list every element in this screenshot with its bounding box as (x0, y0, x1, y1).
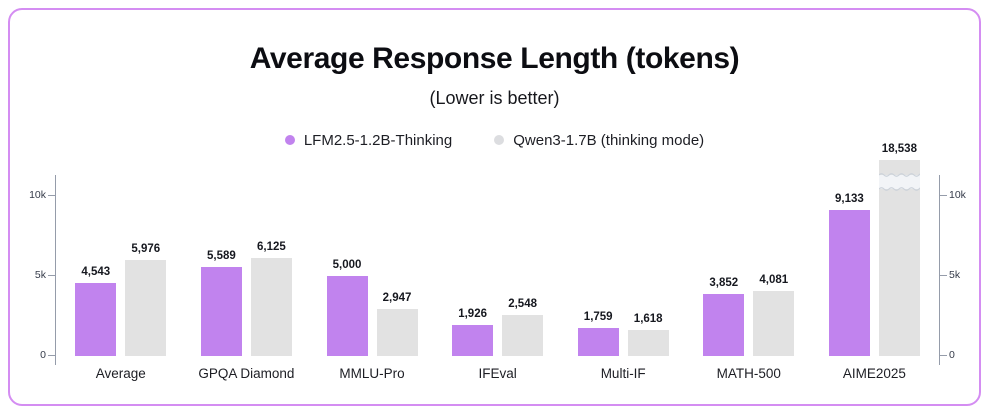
bar-value-label: 1,759 (583, 310, 613, 323)
category-label-math-500: MATH-500 (716, 366, 781, 381)
bar-value-label: 4,081 (759, 273, 789, 286)
bar-qwen3-1-7b-thinking-mode--0 (125, 260, 167, 356)
bar-lfm2-5-1-2b-thinking-5 (703, 294, 745, 356)
left-axis-tick-label: 5k (34, 269, 46, 281)
left-axis-tick-label: 0 (40, 349, 46, 361)
legend-label: LFM2.5-1.2B-Thinking (303, 131, 453, 149)
legend-dot-icon (284, 135, 295, 145)
category-label-average: Average (95, 366, 146, 381)
axis-break-squiggle-icon (878, 173, 920, 191)
legend-label: Qwen3-1.7B (thinking mode) (513, 131, 705, 149)
bar-qwen3-1-7b-thinking-mode--1 (250, 258, 292, 356)
bar-value-label: 18,538 (881, 143, 917, 155)
left-y-axis (55, 175, 56, 365)
chart-subtitle: (Lower is better) (429, 88, 560, 108)
bar-value-label: 1,926 (458, 308, 487, 321)
chart-legend: LFM2.5-1.2B-Thinking Qwen3-1.7B (thinking… (0, 130, 989, 150)
right-axis-tick-label: 0 (949, 349, 955, 361)
right-axis-tick (940, 195, 947, 196)
bar-lfm2-5-1-2b-thinking-1 (200, 266, 242, 356)
bar-qwen3-1-7b-thinking-mode--4 (627, 330, 669, 356)
bar-value-label: 1,618 (633, 313, 663, 326)
left-axis-tick (48, 195, 55, 196)
bar-value-label: 5,976 (131, 243, 161, 256)
category-label-aime2025: AIME2025 (842, 366, 906, 381)
category-label-ifeval: IFEval (478, 366, 517, 381)
bar-lfm2-5-1-2b-thinking-3 (452, 325, 494, 356)
bar-value-label: 5,000 (332, 259, 362, 271)
bar-value-label: 2,548 (508, 298, 537, 311)
right-axis-tick (940, 355, 947, 356)
legend-dot-icon (494, 135, 505, 145)
bar-value-label: 2,947 (382, 291, 412, 304)
legend-item-0: LFM2.5-1.2B-Thinking (284, 131, 453, 149)
left-axis-tick (48, 275, 55, 276)
bar-qwen3-1-7b-thinking-mode--6 (878, 160, 920, 356)
chart-title: Average Response Length (tokens) (249, 42, 740, 75)
right-y-axis (939, 175, 940, 365)
bar-lfm2-5-1-2b-thinking-6 (828, 209, 870, 356)
bar-qwen3-1-7b-thinking-mode--3 (502, 315, 544, 356)
chart-card (8, 8, 981, 406)
bar-value-label: 3,852 (709, 277, 739, 290)
bar-lfm2-5-1-2b-thinking-4 (577, 327, 619, 356)
category-label-gpqa-diamond: GPQA Diamond (198, 366, 295, 381)
bar-value-label: 4,543 (81, 266, 111, 279)
right-axis-tick (940, 275, 947, 276)
bar-value-label: 6,125 (257, 241, 286, 253)
bar-value-label: 5,589 (207, 249, 236, 262)
right-axis-tick-label: 10k (949, 189, 966, 201)
bar-lfm2-5-1-2b-thinking-2 (326, 276, 368, 356)
left-axis-tick (48, 355, 55, 356)
right-axis-tick-label: 5k (949, 269, 961, 281)
bar-qwen3-1-7b-thinking-mode--5 (753, 290, 795, 356)
category-label-multi-if: Multi-IF (600, 366, 646, 381)
legend-item-1: Qwen3-1.7B (thinking mode) (494, 132, 704, 149)
bar-value-label: 9,133 (835, 192, 864, 205)
bar-qwen3-1-7b-thinking-mode--2 (376, 308, 418, 356)
bar-lfm2-5-1-2b-thinking-0 (75, 283, 117, 356)
category-label-mmlu-pro: MMLU-Pro (339, 366, 405, 381)
left-axis-tick-label: 10k (29, 189, 46, 201)
